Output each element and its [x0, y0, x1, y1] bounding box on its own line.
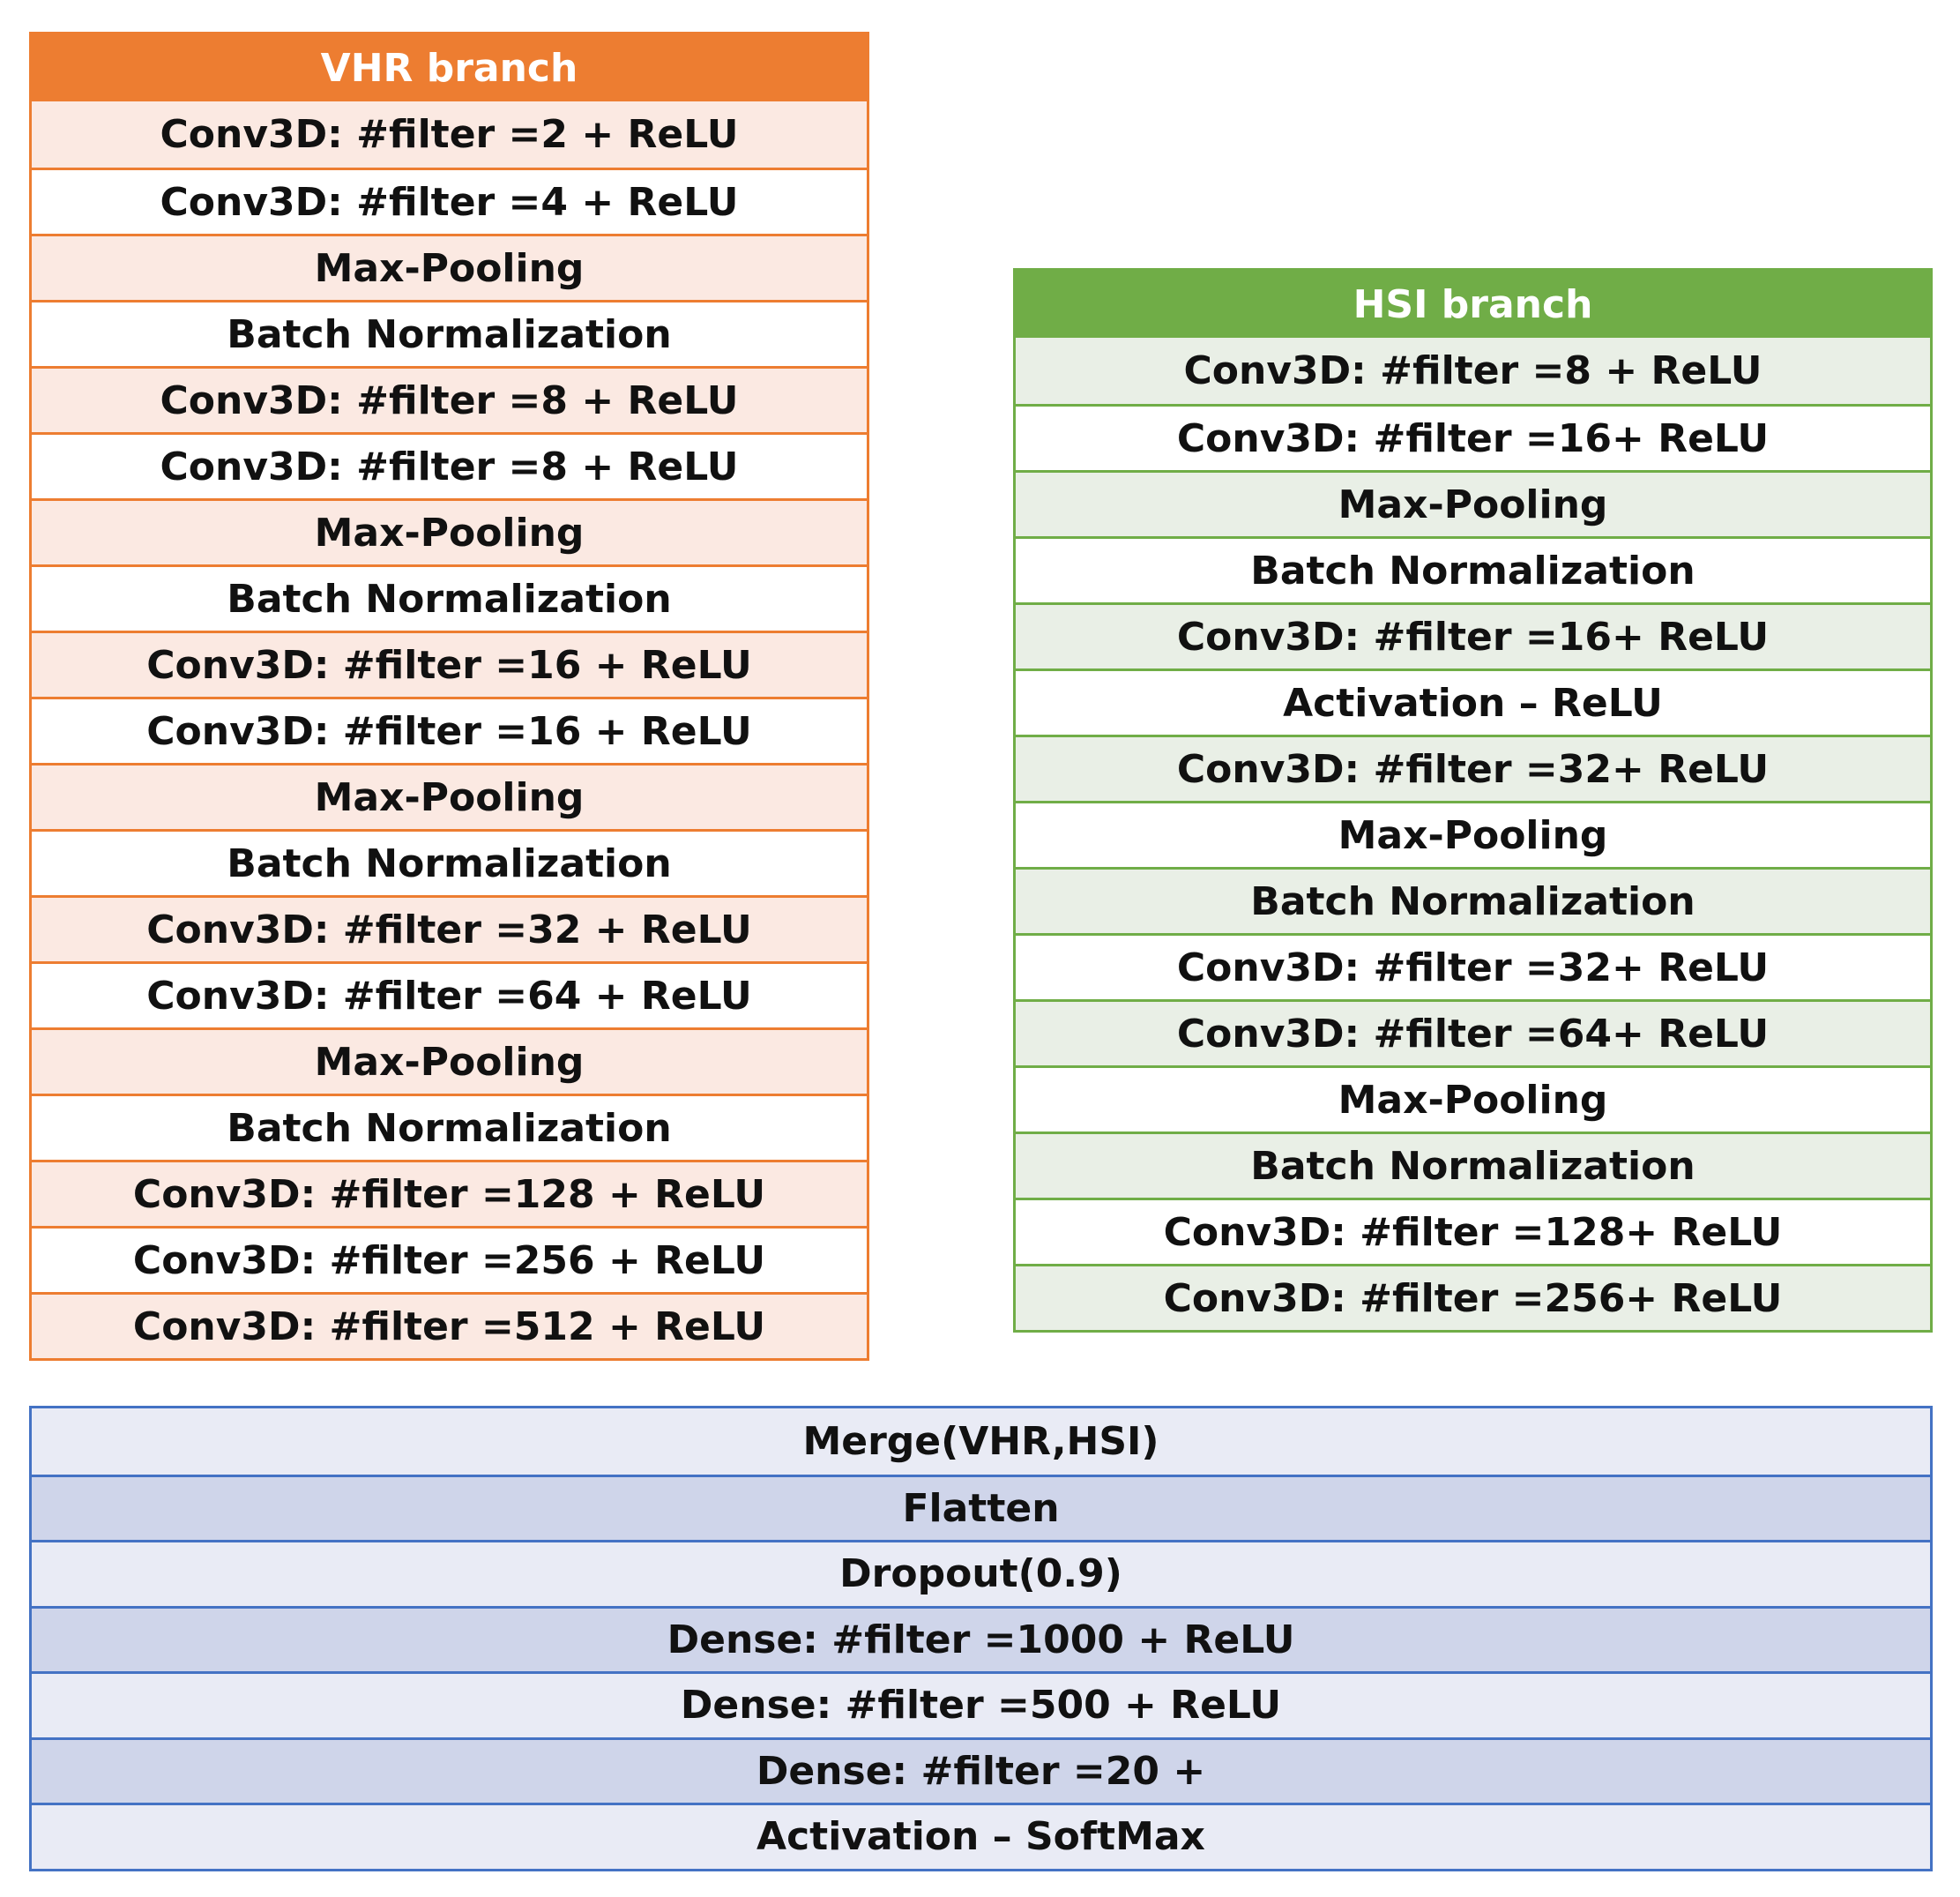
layer-row: Activation – SoftMax — [32, 1803, 1930, 1869]
layer-row: Batch Normalization — [1016, 867, 1930, 933]
layer-row: Max-Pooling — [1016, 801, 1930, 867]
layer-row: Conv3D: #filter =256 + ReLU — [32, 1226, 867, 1292]
layer-row: Max-Pooling — [32, 1027, 867, 1094]
layer-row: Dropout(0.9) — [32, 1540, 1930, 1606]
vhr-table: VHR branch Conv3D: #filter =2 + ReLU Conv3… — [29, 32, 869, 1361]
layer-row: Conv3D: #filter =16 + ReLU — [32, 631, 867, 697]
merge-table: Merge(VHR,HSI) Flatten Dropout(0.9) Dense: … — [29, 1406, 1933, 1871]
layer-row: Conv3D: #filter =8 + ReLU — [32, 366, 867, 432]
layer-row: Batch Normalization — [1016, 1131, 1930, 1198]
layer-row: Dense: #filter =500 + ReLU — [32, 1671, 1930, 1737]
layer-row: Max-Pooling — [1016, 470, 1930, 536]
hsi-table: HSI branch Conv3D: #filter =8 + ReLU Conv3… — [1013, 268, 1933, 1333]
layer-row: Max-Pooling — [32, 498, 867, 564]
layer-row: Activation – ReLU — [1016, 668, 1930, 735]
layer-row: Conv3D: #filter =64+ ReLU — [1016, 999, 1930, 1065]
layer-row: Conv3D: #filter =2 + ReLU — [32, 101, 867, 168]
layer-row: Conv3D: #filter =16 + ReLU — [32, 697, 867, 763]
layer-row: Max-Pooling — [32, 763, 867, 829]
layer-row: Conv3D: #filter =128+ ReLU — [1016, 1198, 1930, 1264]
layer-row: Max-Pooling — [1016, 1065, 1930, 1131]
layer-row: Dense: #filter =1000 + ReLU — [32, 1605, 1930, 1671]
layer-row: Conv3D: #filter =16+ ReLU — [1016, 404, 1930, 470]
layer-row: Batch Normalization — [32, 1094, 867, 1160]
layer-row: Conv3D: #filter =32+ ReLU — [1016, 735, 1930, 801]
branch-title: VHR branch — [32, 34, 867, 101]
layer-row: Batch Normalization — [32, 829, 867, 895]
layer-row: Batch Normalization — [32, 564, 867, 631]
layer-row: Conv3D: #filter =8 + ReLU — [1016, 338, 1930, 404]
layer-row: Conv3D: #filter =512 + ReLU — [32, 1292, 867, 1358]
layer-row: Merge(VHR,HSI) — [32, 1408, 1930, 1475]
layer-row: Conv3D: #filter =128 + ReLU — [32, 1160, 867, 1226]
layer-row: Batch Normalization — [1016, 536, 1930, 602]
layer-row: Conv3D: #filter =4 + ReLU — [32, 168, 867, 234]
layer-row: Flatten — [32, 1474, 1930, 1540]
layer-row: Max-Pooling — [32, 234, 867, 300]
layer-row: Conv3D: #filter =32+ ReLU — [1016, 933, 1930, 999]
layer-row: Conv3D: #filter =64 + ReLU — [32, 961, 867, 1027]
layer-row: Conv3D: #filter =16+ ReLU — [1016, 602, 1930, 668]
layer-row: Conv3D: #filter =32 + ReLU — [32, 895, 867, 961]
layer-row: Conv3D: #filter =256+ ReLU — [1016, 1264, 1930, 1330]
layer-row: Batch Normalization — [32, 300, 867, 366]
branch-title: HSI branch — [1016, 271, 1930, 338]
layer-row: Conv3D: #filter =8 + ReLU — [32, 432, 867, 498]
layer-row: Dense: #filter =20 + — [32, 1736, 1930, 1803]
